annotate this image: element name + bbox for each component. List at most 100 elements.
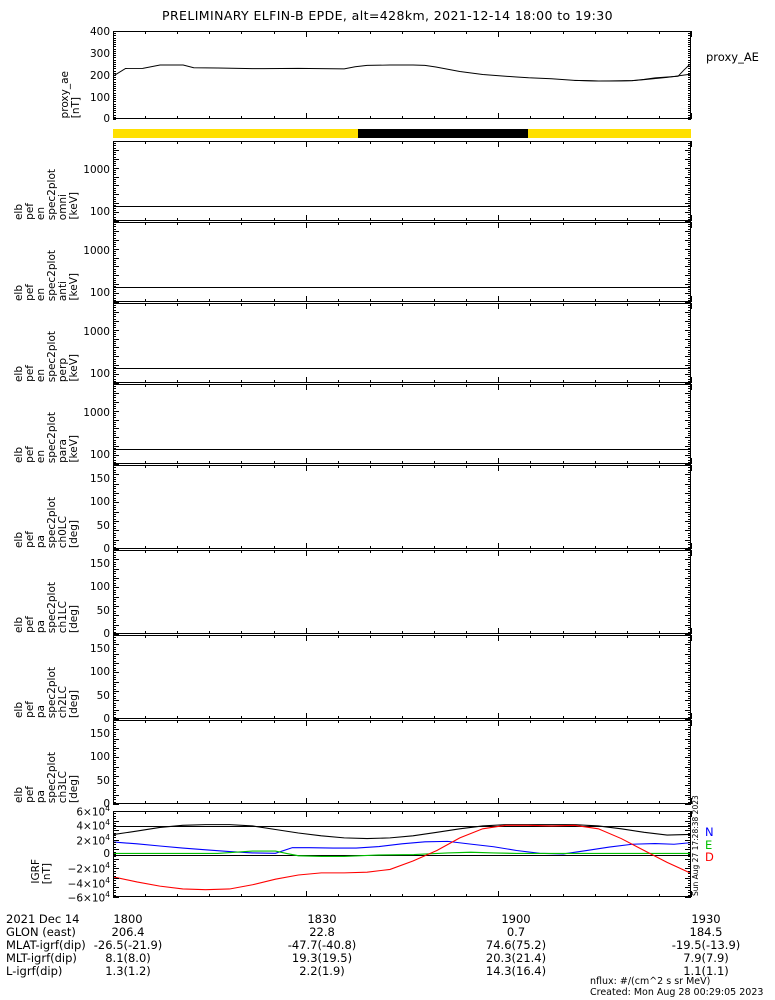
axis-tick <box>688 417 691 418</box>
axis-tick <box>113 113 114 119</box>
axis-tick <box>402 218 403 221</box>
axis-tick <box>530 116 531 119</box>
axis-tick <box>688 816 691 817</box>
axis-tick <box>113 417 116 418</box>
axis-tick <box>688 161 691 162</box>
ytick: 50 <box>96 604 110 617</box>
axis-tick <box>688 637 691 638</box>
axis-tick <box>241 894 242 897</box>
axis-tick <box>688 864 691 865</box>
axis-tick <box>241 635 242 638</box>
axis-tick <box>113 95 116 96</box>
axis-tick <box>595 141 596 144</box>
axis-tick <box>498 141 499 147</box>
axis-tick <box>498 384 499 390</box>
axis-tick <box>113 381 116 382</box>
axis-tick <box>113 238 116 239</box>
axis-tick <box>688 370 691 371</box>
axis-tick <box>209 218 210 221</box>
axis-tick <box>685 212 691 213</box>
axis-tick <box>241 465 242 468</box>
axis-tick <box>113 891 114 897</box>
axis-tick <box>685 502 691 503</box>
axis-tick <box>113 776 119 777</box>
axis-tick <box>113 555 116 556</box>
axis-tick <box>113 818 116 819</box>
axis-tick <box>498 720 499 726</box>
axis-tick <box>338 380 339 383</box>
axis-tick <box>688 46 691 47</box>
axis-tick <box>113 628 114 634</box>
axis-tick <box>685 597 691 598</box>
ytick: −6×104 <box>67 889 110 905</box>
axis-tick <box>595 31 596 34</box>
axis-tick <box>113 790 116 791</box>
axis-tick <box>688 516 691 517</box>
axis-tick <box>113 719 119 720</box>
axis-tick <box>688 533 691 534</box>
axis-tick <box>685 185 691 186</box>
axis-tick <box>530 218 531 221</box>
axis-tick <box>688 117 691 118</box>
axis-tick <box>209 222 210 225</box>
proxy-ae-axis-label: proxy_ae [nT] <box>59 34 82 118</box>
axis-tick <box>688 755 691 756</box>
axis-tick <box>113 769 116 770</box>
axis-tick <box>685 266 691 267</box>
axis-tick <box>498 222 499 228</box>
axis-tick <box>113 440 116 441</box>
axis-tick <box>688 583 691 584</box>
axis-tick <box>113 739 119 740</box>
axis-tick <box>688 564 691 565</box>
axis-tick <box>113 341 116 342</box>
axis-tick <box>688 361 691 362</box>
side-timestamp: Sun Aug 27 17:28:38 2023 <box>691 795 700 896</box>
axis-tick <box>691 384 692 390</box>
axis-tick <box>113 249 119 250</box>
gridline-zero <box>114 855 690 856</box>
axis-tick <box>595 303 596 306</box>
axis-tick <box>688 350 691 351</box>
axis-tick <box>113 606 119 607</box>
axis-tick <box>688 367 691 368</box>
axis-tick <box>113 890 116 891</box>
axis-tick <box>659 116 660 119</box>
axis-tick <box>209 116 210 119</box>
axis-tick <box>688 580 691 581</box>
axis-tick <box>113 99 116 100</box>
axis-tick <box>659 303 660 306</box>
axis-tick <box>688 647 691 648</box>
axis-tick <box>688 233 691 234</box>
axis-tick <box>338 461 339 464</box>
axis-tick <box>370 801 371 804</box>
axis-tick <box>688 725 691 726</box>
axis-tick <box>177 716 178 719</box>
axis-tick <box>685 150 691 151</box>
axis-tick <box>370 631 371 634</box>
axis-tick <box>113 199 116 200</box>
axis-tick <box>113 691 119 692</box>
axis-tick <box>338 222 339 225</box>
axis-tick <box>688 165 691 166</box>
ytick: 150 <box>89 473 110 485</box>
axis-tick <box>595 894 596 897</box>
axis-tick <box>685 811 691 812</box>
axis-tick <box>466 116 467 119</box>
axis-tick <box>113 406 116 407</box>
axis-tick <box>691 31 692 37</box>
axis-tick <box>113 464 119 465</box>
axis-tick <box>177 631 178 634</box>
axis-tick <box>113 526 116 527</box>
axis-tick <box>595 461 596 464</box>
axis-tick <box>370 716 371 719</box>
axis-tick <box>685 840 691 841</box>
axis-tick <box>113 347 119 348</box>
axis-tick <box>113 451 116 452</box>
axis-tick <box>688 42 691 43</box>
axis-tick <box>113 104 116 105</box>
axis-tick <box>113 854 116 855</box>
axis-tick <box>688 871 691 872</box>
axis-tick <box>113 521 119 522</box>
axis-tick <box>113 866 116 867</box>
axis-tick <box>688 771 691 772</box>
